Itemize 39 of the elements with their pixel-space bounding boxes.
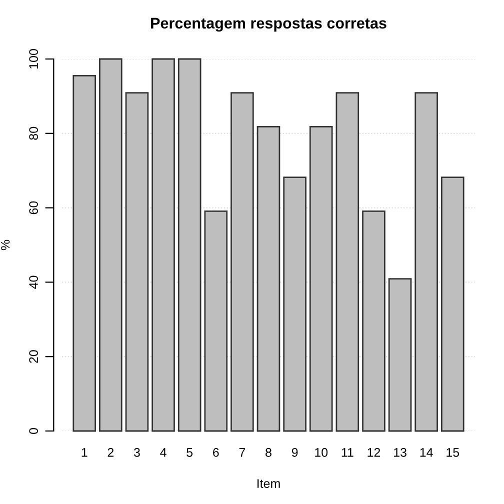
x-axis-title: Item <box>258 479 280 488</box>
bar <box>336 92 360 432</box>
bar <box>309 126 333 432</box>
x-tick-label: 12 <box>368 448 380 457</box>
bar <box>388 278 412 432</box>
y-tick-label: 80 <box>29 126 38 140</box>
bar <box>204 210 228 432</box>
y-axis-title: % <box>0 240 10 250</box>
x-tick-label: 14 <box>420 448 433 457</box>
bar <box>230 92 254 432</box>
bar <box>72 75 96 432</box>
y-tick-label: 20 <box>29 350 38 363</box>
x-tick-label: 1 <box>82 448 88 457</box>
chart-title: Percentagem respostas corretas <box>151 18 386 32</box>
bar <box>178 58 202 432</box>
x-tick-label: 7 <box>239 448 246 457</box>
x-tick-label: 2 <box>108 448 114 457</box>
bar <box>152 58 175 432</box>
x-tick-label: 15 <box>446 448 460 457</box>
x-tick-label: 6 <box>213 448 219 457</box>
bar <box>414 92 438 432</box>
y-tick-label: 0 <box>29 428 38 434</box>
bar <box>283 176 306 432</box>
x-tick-label: 13 <box>394 448 406 457</box>
x-tick-label: 4 <box>160 448 166 457</box>
bar <box>256 126 280 432</box>
x-tick-label: 8 <box>266 448 272 457</box>
x-tick-label: 3 <box>134 448 140 457</box>
x-tick-label: 5 <box>186 448 193 457</box>
x-tick-label: 9 <box>292 448 298 457</box>
bar <box>99 58 122 432</box>
y-tick-label: 40 <box>29 276 38 289</box>
y-tick-label: 100 <box>29 49 38 68</box>
y-tick-label: 60 <box>29 201 38 214</box>
bar <box>125 92 149 432</box>
bar <box>440 176 464 432</box>
bar <box>362 210 386 432</box>
x-tick-label: 10 <box>315 448 328 457</box>
x-tick-label: 11 <box>342 448 354 457</box>
